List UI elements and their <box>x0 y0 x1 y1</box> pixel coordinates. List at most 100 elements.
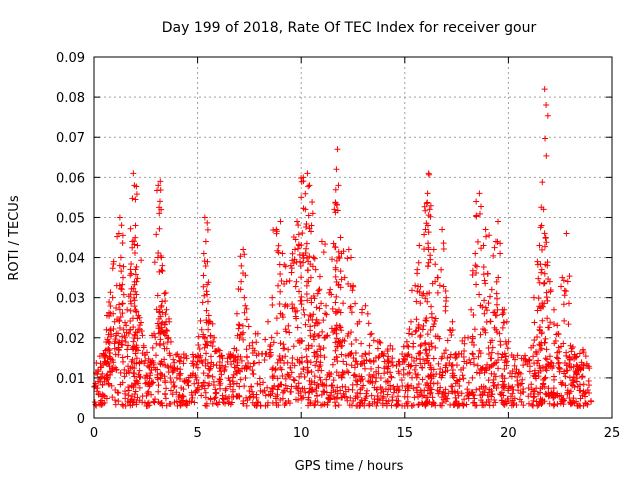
data-point <box>131 303 138 310</box>
data-point <box>283 328 290 335</box>
data-point <box>132 222 139 229</box>
data-point <box>495 274 502 281</box>
data-point <box>155 382 162 389</box>
data-point <box>292 283 299 290</box>
data-point <box>479 399 486 406</box>
data-point <box>582 393 589 400</box>
data-point <box>335 402 342 409</box>
data-point <box>240 329 247 336</box>
data-point <box>478 203 485 210</box>
data-point <box>533 385 540 392</box>
data-point <box>129 346 136 353</box>
data-point <box>210 338 217 345</box>
data-point <box>312 397 319 404</box>
data-point <box>494 295 501 302</box>
data-point <box>541 300 548 307</box>
data-point <box>561 368 568 375</box>
data-point <box>555 331 562 338</box>
axis-ticks: 0 5 10 15 20 25 0 0.01 0.02 0.03 0.04 0.05 0.06 0.07 0… <box>56 51 620 441</box>
data-point <box>461 396 468 403</box>
data-point <box>331 206 338 213</box>
data-point <box>159 361 166 368</box>
data-point <box>491 382 498 389</box>
data-point <box>442 398 449 405</box>
data-point <box>482 226 489 233</box>
data-point <box>342 384 349 391</box>
data-point <box>128 260 135 267</box>
data-point <box>299 359 306 366</box>
data-point <box>499 397 506 404</box>
data-point <box>459 372 466 379</box>
data-point <box>332 186 339 193</box>
data-point <box>580 349 587 356</box>
data-point <box>547 287 554 294</box>
data-point <box>481 297 488 304</box>
data-point <box>155 330 162 337</box>
data-point <box>316 332 323 339</box>
data-point <box>550 385 557 392</box>
data-point <box>130 285 137 292</box>
data-point <box>428 366 435 373</box>
data-point <box>418 341 425 348</box>
data-point <box>305 183 312 190</box>
data-point <box>360 382 367 389</box>
data-point <box>144 362 151 369</box>
data-point <box>129 244 136 251</box>
data-point <box>409 331 416 338</box>
data-point <box>501 350 508 357</box>
data-point <box>573 398 580 405</box>
data-point <box>536 324 543 331</box>
data-point <box>103 326 110 333</box>
data-point <box>302 389 309 396</box>
data-point <box>267 343 274 350</box>
data-point <box>361 402 368 409</box>
data-point <box>183 355 190 362</box>
data-point <box>230 393 237 400</box>
data-point <box>490 379 497 386</box>
data-point <box>437 402 444 409</box>
data-point <box>118 268 125 275</box>
data-point <box>487 318 494 325</box>
data-point <box>398 377 405 384</box>
data-point <box>274 375 281 382</box>
data-point <box>196 357 203 364</box>
data-point <box>410 402 417 409</box>
data-point <box>307 312 314 319</box>
data-point <box>422 295 429 302</box>
data-point <box>218 352 225 359</box>
data-point <box>297 392 304 399</box>
data-point <box>217 365 224 372</box>
data-point <box>546 400 553 407</box>
data-point <box>366 400 373 407</box>
data-point <box>466 356 473 363</box>
data-point <box>363 390 370 397</box>
data-point <box>494 238 501 245</box>
data-point <box>408 287 415 294</box>
data-point <box>222 363 229 370</box>
data-point <box>167 352 174 359</box>
data-point <box>272 367 279 374</box>
data-point <box>238 331 245 338</box>
data-point <box>530 394 537 401</box>
data-point <box>99 400 106 407</box>
data-point <box>470 355 477 362</box>
data-point <box>279 250 286 257</box>
data-point <box>201 258 208 265</box>
data-point <box>408 354 415 361</box>
data-point <box>282 263 289 270</box>
data-point <box>242 374 249 381</box>
data-point <box>544 315 551 322</box>
data-point <box>344 255 351 262</box>
data-point <box>349 381 356 388</box>
data-point <box>311 295 318 302</box>
data-point <box>460 375 467 382</box>
data-point <box>304 369 311 376</box>
data-point <box>476 347 483 354</box>
data-point <box>545 390 552 397</box>
data-point <box>525 393 532 400</box>
data-point <box>289 355 296 362</box>
data-point <box>302 206 309 213</box>
data-point <box>232 368 239 375</box>
data-point <box>289 360 296 367</box>
data-point <box>297 258 304 265</box>
